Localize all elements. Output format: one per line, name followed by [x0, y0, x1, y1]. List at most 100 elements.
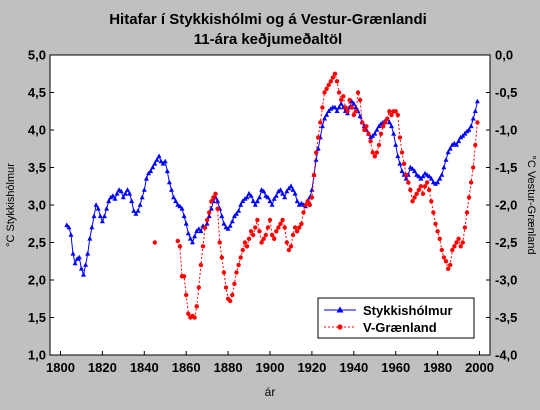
- data-point: [208, 205, 214, 211]
- data-point: [230, 292, 235, 298]
- data-point: [385, 116, 390, 122]
- y-tick-label-right: -2,0: [495, 198, 517, 213]
- data-point: [272, 236, 277, 241]
- x-tick-label: 1960: [381, 360, 410, 375]
- data-point: [202, 225, 208, 230]
- data-point: [215, 206, 220, 211]
- data-point: [401, 161, 407, 166]
- data-point: [211, 195, 216, 200]
- data-point: [429, 199, 434, 204]
- data-point: [242, 240, 248, 245]
- data-point: [445, 149, 451, 155]
- data-point: [313, 150, 319, 155]
- data-point: [336, 90, 342, 95]
- x-axis-label: ár: [265, 385, 276, 399]
- data-point: [386, 119, 392, 125]
- data-point: [267, 217, 273, 223]
- data-point: [217, 240, 222, 245]
- data-point: [466, 127, 472, 132]
- data-point: [347, 97, 352, 103]
- y-tick-label-right: -4,0: [495, 348, 517, 363]
- data-point: [334, 79, 340, 84]
- data-point: [259, 240, 264, 245]
- data-point: [353, 109, 359, 114]
- data-point: [395, 153, 401, 159]
- data-point: [251, 232, 256, 238]
- data-point: [120, 194, 126, 200]
- data-point: [273, 193, 279, 198]
- data-point: [420, 191, 426, 196]
- y-tick-label-right: -3,0: [495, 273, 517, 288]
- data-point: [196, 226, 202, 231]
- data-point: [192, 233, 198, 239]
- data-point: [81, 271, 86, 277]
- series-v-graenland: [152, 71, 480, 320]
- data-point: [242, 196, 248, 201]
- legend-label-stykkisholmur: Stykkishólmur: [363, 303, 453, 318]
- data-point: [236, 262, 241, 268]
- data-point: [433, 181, 438, 186]
- data-point: [267, 198, 273, 204]
- data-point: [179, 205, 185, 211]
- data-point: [313, 157, 319, 162]
- data-point: [244, 244, 250, 249]
- data-point: [397, 135, 403, 140]
- data-point: [441, 164, 447, 170]
- data-point: [280, 190, 286, 196]
- data-point: [150, 164, 156, 170]
- data-point: [475, 120, 480, 125]
- data-point: [427, 187, 432, 193]
- data-point: [152, 160, 158, 166]
- x-tick-label: 1860: [172, 360, 201, 375]
- data-point: [261, 236, 266, 241]
- data-point: [439, 172, 445, 177]
- data-point: [336, 104, 342, 110]
- data-point: [322, 115, 327, 121]
- data-point: [204, 217, 210, 223]
- data-point: [166, 179, 172, 185]
- data-point: [213, 191, 218, 196]
- data-point: [246, 190, 252, 196]
- data-point: [362, 127, 367, 133]
- data-point: [127, 190, 133, 196]
- data-point: [122, 190, 128, 196]
- data-point: [269, 202, 275, 207]
- series-stykkisholmur: [64, 98, 480, 277]
- data-point: [410, 199, 415, 204]
- data-point: [393, 142, 399, 147]
- data-point: [339, 97, 344, 103]
- data-point: [399, 168, 405, 174]
- data-point: [253, 225, 258, 230]
- data-point: [209, 199, 214, 204]
- data-point: [248, 193, 254, 198]
- data-point: [435, 229, 440, 234]
- data-point: [164, 168, 170, 174]
- data-point: [341, 94, 346, 99]
- data-point: [288, 244, 294, 249]
- data-point: [257, 194, 262, 200]
- y-axis-label-right: °C Vestur-Grænland: [525, 155, 537, 254]
- data-point: [296, 202, 302, 207]
- data-point: [192, 315, 197, 320]
- data-point: [410, 166, 415, 171]
- data-point: [70, 250, 76, 256]
- data-point: [196, 285, 201, 290]
- data-point: [416, 173, 422, 179]
- data-point: [91, 213, 97, 219]
- data-point: [326, 82, 331, 88]
- data-point: [393, 109, 398, 114]
- data-point: [399, 150, 405, 155]
- data-point: [431, 210, 436, 215]
- data-point: [332, 104, 338, 110]
- data-point: [223, 285, 229, 290]
- y-tick-label-right: 0,0: [495, 48, 513, 63]
- data-point: [229, 218, 235, 224]
- data-point: [112, 196, 118, 201]
- data-point: [85, 250, 91, 256]
- data-point: [380, 124, 386, 129]
- data-point: [152, 240, 157, 245]
- y-tick-label-left: 5,0: [28, 48, 46, 63]
- data-point: [248, 229, 254, 234]
